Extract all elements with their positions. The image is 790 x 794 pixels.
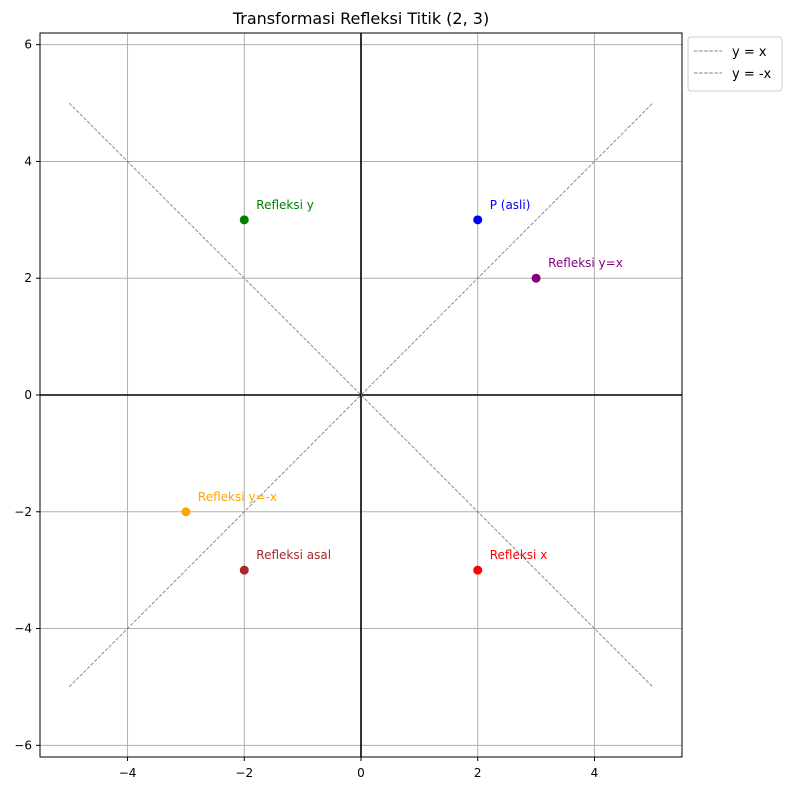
point-labels: P (asli) Refleksi x Refleksi y Refleksi asa… bbox=[198, 198, 623, 562]
zero-axis-lines bbox=[40, 33, 682, 757]
point-marker bbox=[239, 215, 249, 225]
x-tick-label: −4 bbox=[119, 766, 137, 780]
y-tick-label: 6 bbox=[24, 38, 32, 52]
point-marker bbox=[473, 565, 483, 575]
point-label: Refleksi y=x bbox=[548, 256, 623, 270]
legend-label: y = x bbox=[732, 45, 767, 60]
x-tick-label: −2 bbox=[235, 766, 253, 780]
y-tick-label: 2 bbox=[24, 271, 32, 285]
point-label: Refleksi x bbox=[490, 548, 548, 562]
legend-label: y = -x bbox=[732, 67, 772, 82]
data-points bbox=[181, 215, 541, 575]
x-tick-label: 4 bbox=[591, 766, 599, 780]
point-label: Refleksi asal bbox=[256, 548, 331, 562]
point-label: P (asli) bbox=[490, 198, 531, 212]
x-tick-label: 0 bbox=[357, 766, 365, 780]
point-label: Refleksi y=-x bbox=[198, 490, 277, 504]
x-tick-label: 2 bbox=[474, 766, 482, 780]
y-tick-label: −2 bbox=[14, 505, 32, 519]
point-marker bbox=[531, 273, 541, 283]
point-marker bbox=[181, 507, 191, 517]
point-marker bbox=[473, 215, 483, 225]
y-tick-label: 0 bbox=[24, 388, 32, 402]
chart-title: Transformasi Refleksi Titik (2, 3) bbox=[232, 9, 489, 28]
y-tick-label: −4 bbox=[14, 622, 32, 636]
y-tick-label: −6 bbox=[14, 738, 32, 752]
axis-ticks: −4 −2 0 2 4 −6 −4 −2 0 2 4 6 bbox=[14, 38, 598, 780]
legend: y = x y = -x bbox=[687, 36, 783, 92]
point-marker bbox=[239, 565, 249, 575]
point-label: Refleksi y bbox=[256, 198, 314, 212]
y-tick-label: 4 bbox=[24, 154, 32, 168]
